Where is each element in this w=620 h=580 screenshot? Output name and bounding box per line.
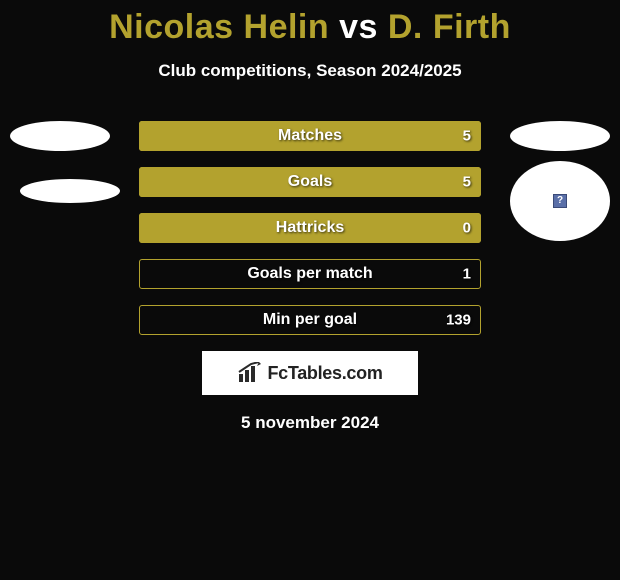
page-title: Nicolas Helin vs D. Firth <box>0 8 620 47</box>
left-decorations <box>10 121 120 203</box>
stat-bar: Min per goal 139 <box>139 305 481 335</box>
ellipse-shape <box>10 121 110 151</box>
ellipse-shape <box>20 179 120 203</box>
brand-logo: FcTables.com <box>202 351 418 395</box>
stat-bar: Matches 5 <box>139 121 481 151</box>
stat-bars: Matches 5 Goals 5 Hattricks 0 Goals per match 1… <box>139 121 481 335</box>
bar-label: Matches <box>278 127 342 145</box>
stat-bar: Hattricks 0 <box>139 213 481 243</box>
date-label: 5 november 2024 <box>0 413 620 433</box>
right-decorations: ? <box>510 121 610 241</box>
player2-name: D. Firth <box>388 8 511 46</box>
bar-value: 5 <box>463 128 471 145</box>
main-area: ? Matches 5 Goals 5 Hattricks 0 Goals per matc… <box>0 121 620 335</box>
bar-value: 1 <box>463 266 471 283</box>
brand-text: FcTables.com <box>267 363 382 384</box>
subtitle: Club competitions, Season 2024/2025 <box>0 61 620 81</box>
bar-value: 5 <box>463 174 471 191</box>
bar-value: 139 <box>446 312 471 329</box>
chart-icon <box>237 362 263 384</box>
avatar-placeholder: ? <box>510 161 610 241</box>
bar-label: Min per goal <box>263 311 357 329</box>
comparison-card: Nicolas Helin vs D. Firth Club competiti… <box>0 0 620 433</box>
placeholder-icon: ? <box>553 194 567 208</box>
bar-label: Goals <box>288 173 332 191</box>
player1-name: Nicolas Helin <box>109 8 329 46</box>
stat-bar: Goals 5 <box>139 167 481 197</box>
ellipse-shape <box>510 121 610 151</box>
stat-bar: Goals per match 1 <box>139 259 481 289</box>
bar-label: Hattricks <box>276 219 344 237</box>
bar-label: Goals per match <box>247 265 372 283</box>
bar-value: 0 <box>463 220 471 237</box>
title-vs: vs <box>339 8 378 46</box>
